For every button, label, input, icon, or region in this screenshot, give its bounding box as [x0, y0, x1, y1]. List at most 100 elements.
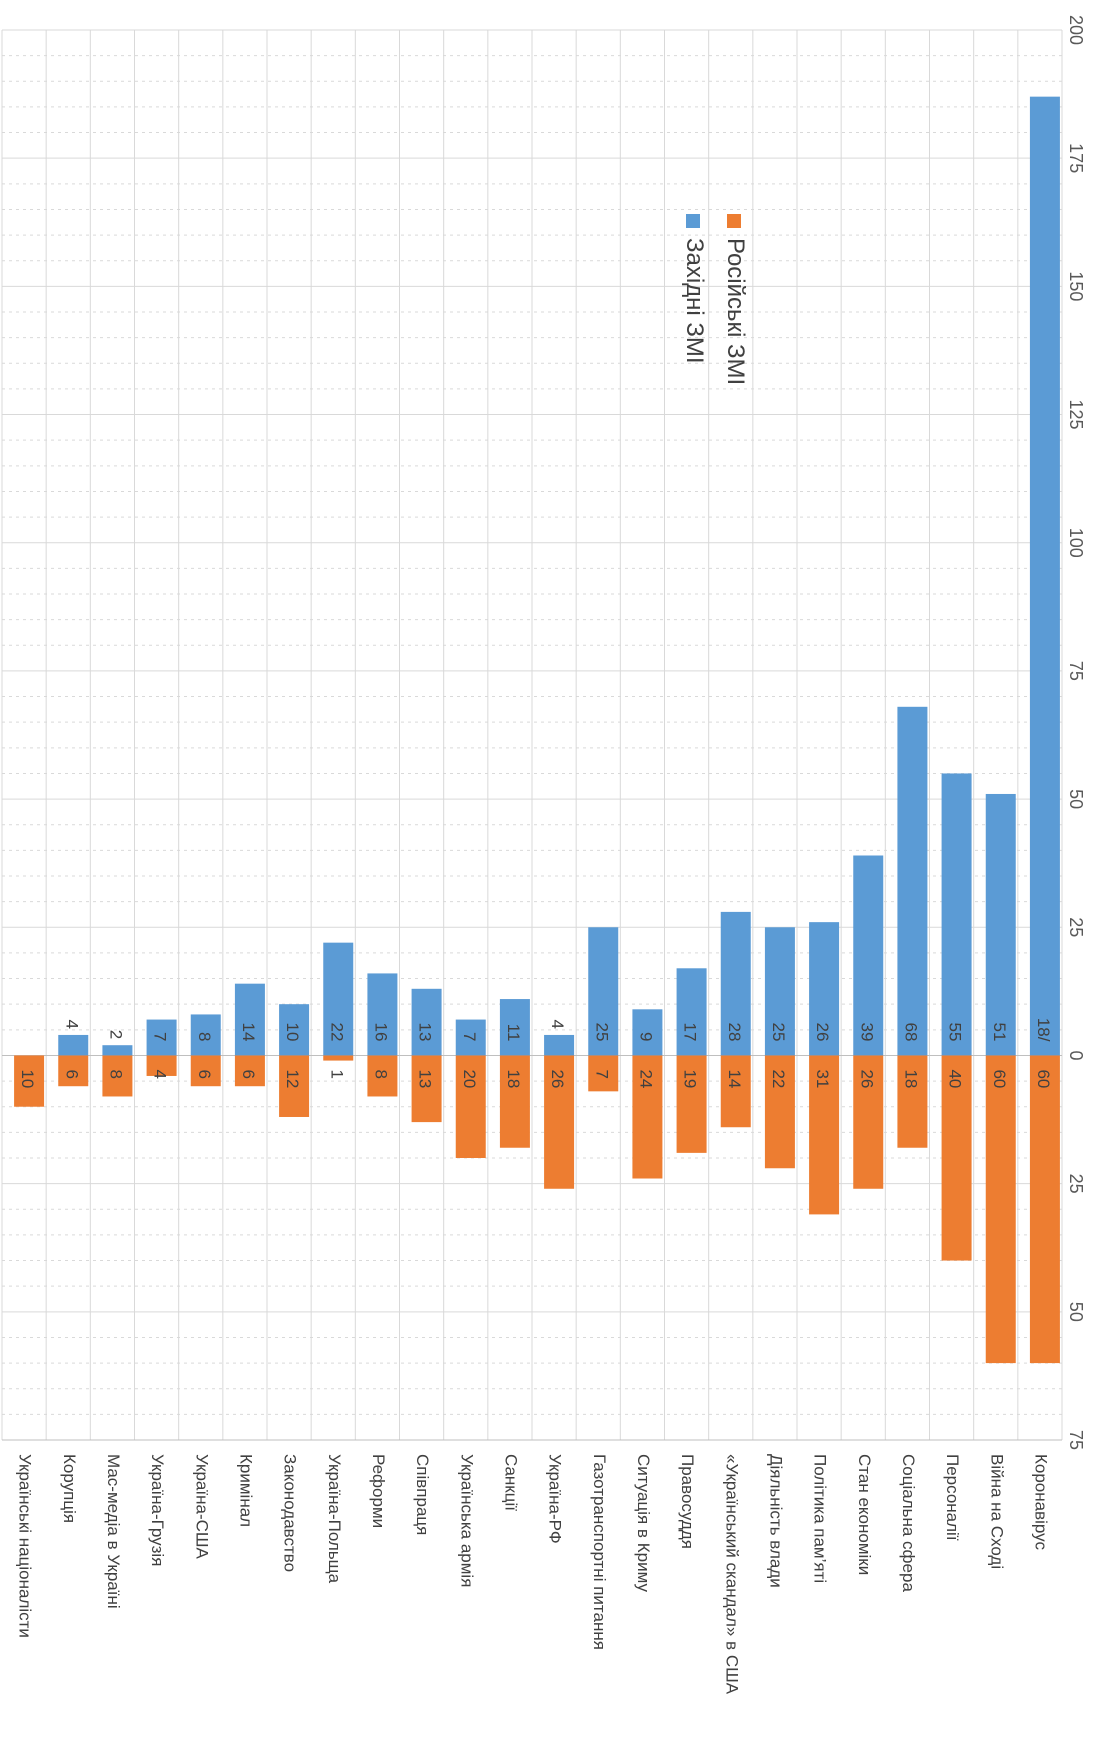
tick-label: 200	[1066, 15, 1086, 45]
data-label-russian: 8	[106, 1069, 125, 1078]
bar-western	[455, 1019, 486, 1056]
data-label-russian: 10	[18, 1069, 37, 1088]
category-label: Україна-Грузія	[148, 1454, 167, 1566]
tick-label: 25	[1066, 1174, 1086, 1194]
data-label-western: 11	[504, 1024, 523, 1042]
value-axis-ticks: 200 175 150 125 100 75 50 25 0 25 50 75	[1066, 15, 1086, 1450]
data-label-russian: 24	[636, 1069, 655, 1088]
category-label: Правосуддя	[678, 1454, 697, 1549]
bar-russian	[499, 1055, 530, 1148]
bar-russian	[985, 1055, 1016, 1364]
data-label-russian: 1	[327, 1069, 346, 1078]
legend-swatch-russian	[727, 214, 741, 228]
tick-label: 175	[1066, 143, 1086, 173]
data-label-russian: 18	[901, 1069, 920, 1088]
category-label: Політика пам’яті	[811, 1454, 830, 1583]
bar-western	[985, 793, 1016, 1056]
bar-western	[588, 927, 619, 1056]
data-label-western: 4	[548, 1019, 567, 1028]
tick-label: 75	[1066, 1430, 1086, 1450]
bar-russian	[676, 1055, 707, 1153]
data-label-western: 10	[283, 1023, 302, 1042]
gridlines	[1, 29, 1063, 1441]
category-label: Війна на Сході	[987, 1454, 1006, 1569]
legend-label-russian: Російські ЗМІ	[722, 238, 749, 385]
bar-western	[367, 973, 398, 1056]
category-label: Кримінал	[236, 1454, 255, 1527]
legend-swatch-western	[686, 214, 700, 228]
data-label-western: 7	[151, 1032, 170, 1041]
data-label-western: 25	[769, 1023, 788, 1042]
data-label-western: 8	[195, 1032, 214, 1041]
bar-russian	[58, 1055, 89, 1087]
bar-russian	[279, 1055, 310, 1117]
bar-western	[853, 855, 884, 1056]
bar-western	[764, 927, 795, 1056]
bar-russian	[190, 1055, 221, 1087]
data-label-russian: 31	[813, 1069, 832, 1088]
tick-label: 150	[1066, 271, 1086, 301]
bar-russian	[102, 1055, 133, 1097]
category-label: Корупція	[60, 1454, 79, 1523]
category-label: Україна-США	[192, 1454, 211, 1559]
bar-russian	[544, 1055, 575, 1189]
bar-western	[544, 1034, 575, 1056]
data-label-western: 13	[416, 1023, 435, 1042]
tick-label: 75	[1066, 661, 1086, 681]
data-label-russian: 13	[416, 1069, 435, 1088]
data-label-western: 17	[681, 1023, 700, 1042]
data-label-western: 28	[725, 1023, 744, 1042]
bar-russian	[632, 1055, 663, 1179]
data-label-russian: 60	[1034, 1069, 1053, 1088]
category-label: Персоналії	[943, 1454, 962, 1541]
category-label: Українські націоналісти	[16, 1454, 35, 1638]
tick-label: 50	[1066, 789, 1086, 809]
data-label-western: 18/	[1034, 1018, 1053, 1042]
bar-western	[941, 773, 972, 1056]
legend: Російські ЗМІ Західні ЗМІ	[681, 214, 749, 385]
legend-label-western: Західні ЗМІ	[681, 238, 708, 364]
bar-western	[676, 968, 707, 1056]
data-label-western: 26	[813, 1023, 832, 1042]
bar-western	[323, 942, 354, 1056]
bar-russian	[367, 1055, 398, 1097]
data-label-western: 2	[106, 1030, 125, 1039]
bar-russian	[809, 1055, 840, 1215]
bar-russian	[720, 1055, 751, 1128]
data-label-western: 68	[901, 1023, 920, 1042]
data-label-western: 25	[592, 1023, 611, 1042]
bar-western	[411, 988, 442, 1056]
tick-label: 50	[1066, 1302, 1086, 1322]
bar-western	[1029, 96, 1060, 1056]
bar-russian	[1029, 1055, 1060, 1364]
category-label: Мас-медіа в Україні	[104, 1454, 123, 1609]
data-label-russian: 19	[681, 1069, 700, 1088]
bar-russian	[588, 1055, 619, 1092]
data-label-russian: 7	[592, 1069, 611, 1078]
category-label: Коронавірус	[1031, 1454, 1050, 1550]
data-label-russian: 40	[946, 1069, 965, 1088]
bar-western	[234, 983, 265, 1056]
data-label-russian: 6	[62, 1069, 81, 1078]
bar-western	[58, 1034, 89, 1056]
tick-label: 25	[1066, 917, 1086, 937]
bar-western	[499, 999, 530, 1056]
bar-russian	[764, 1055, 795, 1169]
bar-western	[720, 911, 751, 1056]
bar-western	[190, 1014, 221, 1056]
category-label: Ситуація в Криму	[634, 1454, 653, 1592]
data-label-western: 22	[327, 1023, 346, 1042]
data-label-russian: 18	[504, 1069, 523, 1088]
data-label-russian: 6	[195, 1069, 214, 1078]
bar-western	[897, 706, 928, 1056]
bar-russian	[14, 1055, 45, 1107]
bar-western	[632, 1009, 663, 1056]
bar-russian	[146, 1055, 177, 1076]
data-label-russian: 20	[460, 1069, 479, 1088]
tick-label: 0	[1066, 1050, 1086, 1060]
bar-russian	[897, 1055, 928, 1148]
bar-russian	[853, 1055, 884, 1189]
data-label-western: 7	[460, 1032, 479, 1041]
data-label-western: 16	[371, 1023, 390, 1042]
data-label-russian: 4	[151, 1069, 170, 1078]
